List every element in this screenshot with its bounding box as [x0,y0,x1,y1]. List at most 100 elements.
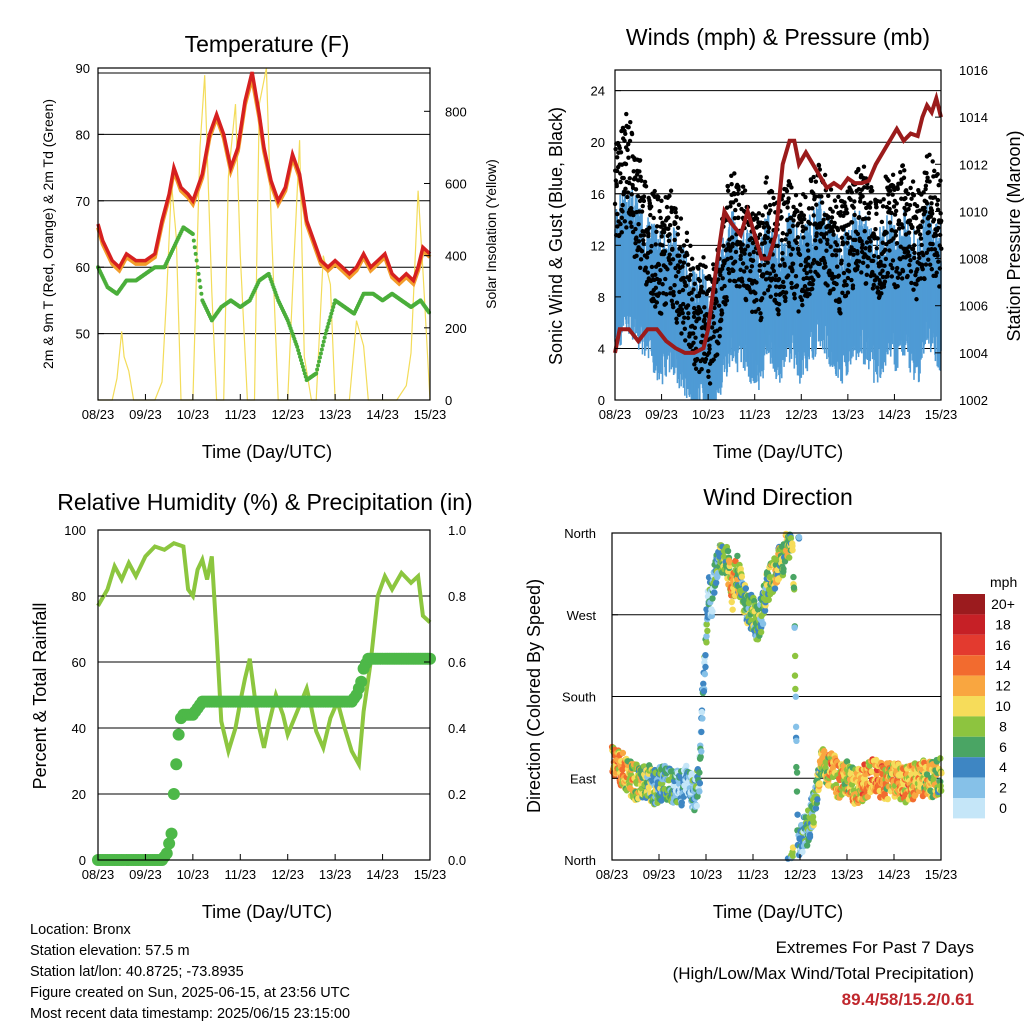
direction-point [792,685,799,693]
gust-point [883,247,888,252]
gust-point [809,286,815,292]
solar-ytick-label: 400 [445,249,467,264]
gust-point [835,227,841,233]
gust-point [765,288,771,293]
gust-point [813,245,819,251]
winds-ylabel-left: Sonic Wind & Gust (Blue, Black) [546,107,566,365]
dewpoint-point [323,331,328,336]
gust-point [652,188,657,194]
gust-point [656,194,661,200]
solar-insolation-line [98,67,431,401]
gust-point [845,275,851,281]
direction-point [698,708,706,716]
gust-point [923,183,929,188]
dewpoint-point [321,339,326,344]
gust-point [821,235,827,240]
gust-point [624,225,629,230]
gust-point [930,241,935,247]
gust-point [720,276,725,281]
gust-point [768,208,773,213]
gust-point [875,236,880,241]
gust-point [895,186,900,192]
gust-point [859,270,864,275]
gust-point [673,210,678,215]
temperature-title: Temperature (F) [185,31,350,57]
gust-point [670,257,676,262]
gust-point [711,334,716,339]
direction-point [868,768,875,775]
gust-point [618,221,623,227]
gust-point [641,233,647,238]
gust-point [714,352,720,357]
gust-point [932,247,938,252]
winds-ytick-label: 24 [591,84,605,99]
gust-point [874,211,879,217]
gust-point [837,299,842,304]
temperature-axes: 08/23 09/23 10/23 11/23 12/23 13/23 14/23 15/23… [76,61,467,422]
gust-point [828,244,833,249]
gust-point [618,179,623,185]
gust-point [668,286,673,291]
precip-ytick-label: 0.0 [448,853,466,868]
gust-point [738,253,743,259]
gust-point [690,266,696,271]
gust-point [887,206,892,212]
gust-point [838,210,843,215]
gust-point [796,221,801,226]
gust-point [673,221,678,226]
direction-point [799,848,806,856]
gust-point [926,230,931,235]
gust-point [848,197,853,203]
gust-point [767,271,773,276]
gust-point [787,244,792,249]
direction-point [742,585,750,592]
gust-point [832,274,837,280]
temperature-ytick-label: 80 [76,127,90,142]
gust-point [816,162,821,168]
gust-point [857,259,862,264]
humidity-ylabel-left: Percent & Total Rainfall [30,603,50,790]
temperature-panel: Temperature (F) 08/23 09/23 10/23 11/23 12/2… [40,31,499,462]
gust-point [834,281,839,287]
speed-legend-label: 18 [995,616,1011,632]
gust-point [715,277,721,282]
gust-point [651,215,656,221]
gust-point [736,215,741,220]
gust-point [898,169,903,175]
gust-point [670,247,675,252]
gust-point [890,258,896,263]
gust-point [846,269,852,274]
temperature-ytick-label: 70 [76,194,90,209]
gust-point [622,138,627,144]
gust-point [870,258,876,264]
gust-point [693,366,699,371]
winds-frame [614,69,942,401]
gust-point [613,146,618,152]
gust-point [629,224,634,229]
speed-legend-swatch [953,736,985,758]
gust-point [855,249,860,254]
gust-point [691,305,697,311]
gust-point [814,231,819,236]
gust-point [771,195,776,201]
dewpoint-point [195,265,200,270]
direction-xtick-label: 14/23 [878,867,911,882]
gust-point [653,272,658,278]
gust-point [853,237,858,243]
direction-point [816,780,823,787]
gust-point [639,248,645,254]
dewpoint-point [299,361,304,366]
gust-point [729,181,734,187]
gust-point [667,232,672,237]
gust-point [664,204,670,210]
gust-point [893,233,898,238]
gust-point [756,211,762,216]
gust-point [914,297,919,302]
gust-point [830,209,835,214]
gust-point [640,203,645,209]
gust-point [863,216,868,221]
gust-point [678,259,683,264]
gust-point [894,201,899,206]
gust-point [730,241,736,247]
direction-point [696,779,704,787]
